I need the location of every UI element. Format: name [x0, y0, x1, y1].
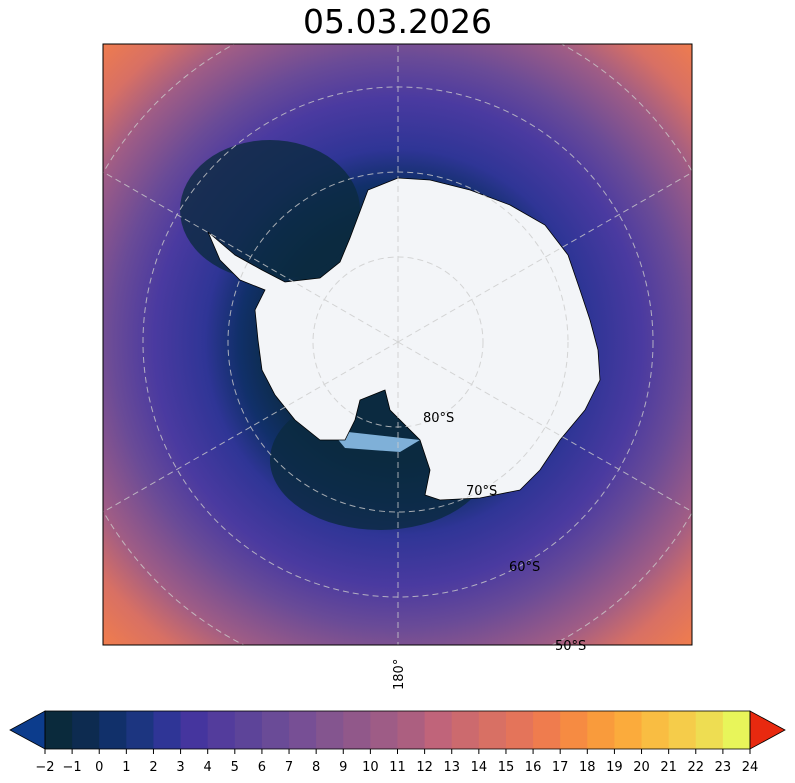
sst-map: 80°S 70°S 60°S 50°S 180° [102, 43, 693, 690]
colorbar-tick-label: 12 [416, 760, 433, 775]
colorbar-bin [451, 711, 480, 749]
colorbar-tick-label: 23 [715, 760, 732, 775]
colorbar-tick-label: 15 [498, 760, 515, 775]
colorbar-tick-label: 20 [633, 760, 650, 775]
colorbar-tick-label: 22 [687, 760, 704, 775]
colorbar-bin [614, 711, 643, 749]
lon-label-180: 180° [392, 659, 407, 690]
lat-label-80: 80°S [423, 411, 454, 426]
colorbar-tick-label: 2 [149, 760, 157, 775]
colorbar-bin [99, 711, 127, 749]
colorbar-bin [424, 711, 453, 749]
colorbar-tick-label: 13 [443, 760, 460, 775]
colorbar-tick-label: 24 [742, 760, 759, 775]
lat-label-60: 60°S [509, 560, 540, 575]
colorbar-bin [641, 711, 670, 749]
colorbar-bin [207, 711, 236, 749]
colorbar-bin [695, 711, 724, 749]
colorbar-tick-label: 17 [552, 760, 569, 775]
colorbar-tick-label: 14 [471, 760, 488, 775]
colorbar-bin [587, 711, 615, 749]
colorbar-bin [316, 711, 344, 749]
colorbar-tick-label: 8 [312, 760, 320, 775]
colorbar-bin [722, 711, 751, 749]
gridlines [103, 44, 692, 645]
colorbar-extend-low [9, 710, 46, 750]
colorbar-tick-label: 16 [525, 760, 542, 775]
antarctica-landmass [207, 177, 601, 501]
map-frame [102, 43, 693, 646]
colorbar-tick-label: −2 [35, 760, 54, 775]
colorbar-tick-label: 4 [204, 760, 212, 775]
colorbar-bin [560, 711, 588, 749]
lat-label-50: 50°S [555, 639, 586, 654]
colorbar-tick-label: 3 [176, 760, 184, 775]
colorbar-bin [505, 711, 534, 749]
colorbar-bin [397, 711, 426, 749]
colorbar: −2 −1 0 1 2 3 4 5 6 7 8 9 10 11 12 13 14 15 16 17 18 19 20 21 22… [9, 710, 786, 775]
colorbar-bin [478, 711, 507, 749]
colorbar-bin [289, 711, 317, 749]
colorbar-tick-label: 11 [389, 760, 406, 775]
colorbar-bin [261, 711, 290, 749]
colorbar-tick-label: 21 [660, 760, 677, 775]
colorbar-bin [72, 711, 100, 749]
colorbar-tick-label: 6 [258, 760, 266, 775]
colorbar-bin [180, 711, 209, 749]
colorbar-extend-high [749, 710, 786, 750]
colorbar-bin [533, 711, 561, 749]
colorbar-tick-label: 1 [122, 760, 130, 775]
colorbar-tick-label: 18 [579, 760, 596, 775]
colorbar-bin [343, 711, 371, 749]
colorbar-bin [153, 711, 182, 749]
colorbar-tick-label: 5 [231, 760, 239, 775]
colorbar-tick-label: 19 [606, 760, 623, 775]
colorbar-tick-label: 9 [339, 760, 347, 775]
colorbar-bin [126, 711, 154, 749]
colorbar-tick-label: −1 [63, 760, 82, 775]
map-title: 05.03.2026 [303, 2, 492, 41]
colorbar-bin [45, 711, 73, 749]
colorbar-tick-label: 7 [285, 760, 293, 775]
colorbar-bin [668, 711, 697, 749]
colorbar-tick-label: 0 [95, 760, 103, 775]
lat-label-70: 70°S [466, 484, 497, 499]
colorbar-bin [370, 711, 398, 749]
colorbar-bin [234, 711, 263, 749]
colorbar-tick-label: 10 [362, 760, 379, 775]
